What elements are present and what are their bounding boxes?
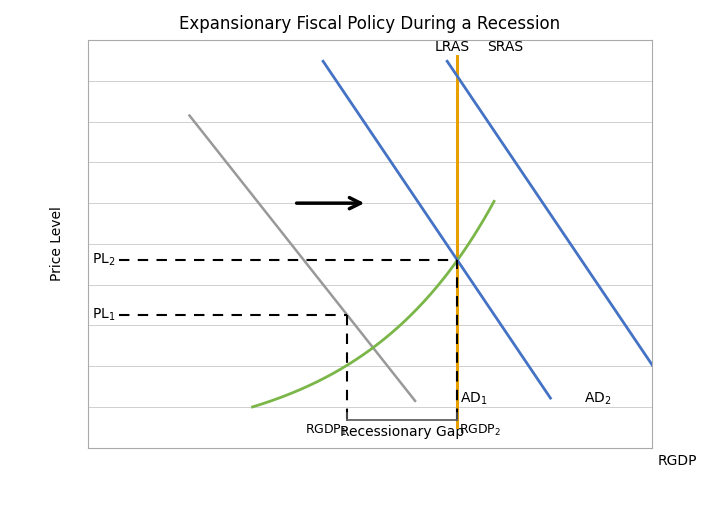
Text: Price Level: Price Level bbox=[50, 206, 64, 281]
Text: RGDP$_2$: RGDP$_2$ bbox=[459, 423, 501, 437]
Text: SRAS: SRAS bbox=[487, 40, 523, 54]
Text: AD$_2$: AD$_2$ bbox=[585, 391, 612, 407]
Text: RGDP$_1$: RGDP$_1$ bbox=[305, 423, 347, 437]
Text: PL$_1$: PL$_1$ bbox=[92, 307, 115, 324]
Text: AD$_1$: AD$_1$ bbox=[460, 391, 488, 407]
Title: Expansionary Fiscal Policy During a Recession: Expansionary Fiscal Policy During a Rece… bbox=[179, 15, 560, 33]
Text: LRAS: LRAS bbox=[434, 40, 469, 54]
Text: Recessionary Gap: Recessionary Gap bbox=[340, 425, 464, 439]
Text: PL$_2$: PL$_2$ bbox=[92, 252, 115, 268]
Text: RGDP: RGDP bbox=[658, 454, 697, 468]
